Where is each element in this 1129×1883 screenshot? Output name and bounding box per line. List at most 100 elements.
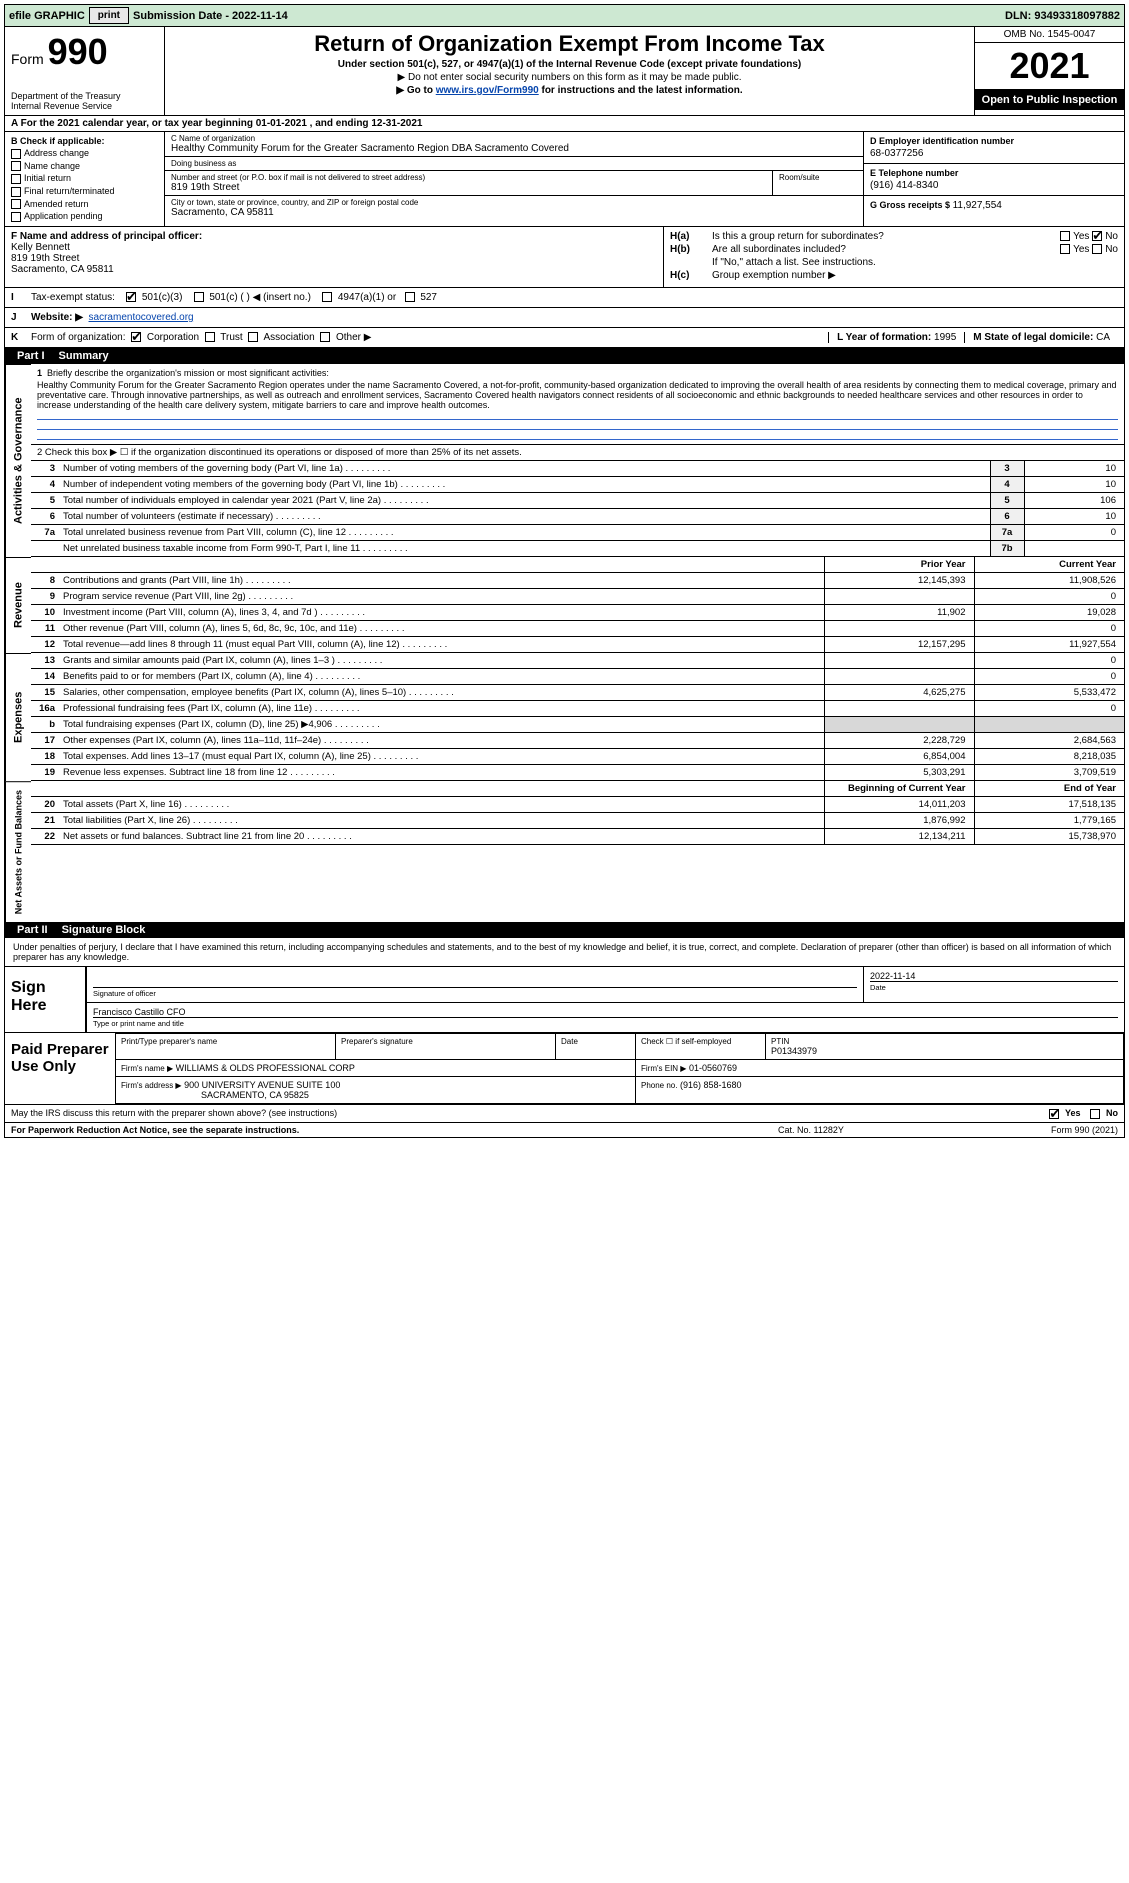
- g-gross-label: G Gross receipts $: [870, 200, 950, 210]
- submission-date-label: Submission Date - 2022-11-14: [133, 10, 288, 22]
- cb-4947[interactable]: [322, 292, 332, 302]
- cat-number: Cat. No. 11282Y: [778, 1125, 978, 1135]
- officer-addr2: Sacramento, CA 95811: [11, 264, 657, 275]
- irs-label: Internal Revenue Service: [11, 101, 158, 111]
- year-formation: 1995: [934, 332, 956, 343]
- d-ein-value: 68-0377256: [870, 148, 1118, 159]
- form-subtitle-2: ▶ Do not enter social security numbers o…: [173, 72, 966, 83]
- cb-address-change[interactable]: Address change: [11, 148, 158, 159]
- header-right: OMB No. 1545-0047 2021 Open to Public In…: [974, 27, 1124, 115]
- sig-date-value: 2022-11-14: [870, 971, 1118, 981]
- print-button[interactable]: print: [89, 7, 129, 24]
- blank-line: [37, 410, 1118, 420]
- city-label: City or town, state or province, country…: [171, 198, 857, 207]
- tax-year: 2021: [975, 43, 1124, 90]
- form-prefix: Form: [11, 51, 44, 67]
- expenses-table: 13Grants and similar amounts paid (Part …: [31, 653, 1124, 781]
- city-value: Sacramento, CA 95811: [171, 207, 857, 218]
- firm-name: WILLIAMS & OLDS PROFESSIONAL CORP: [176, 1063, 355, 1073]
- efile-topbar: efile GRAPHIC print Submission Date - 20…: [5, 5, 1124, 27]
- cb-501c3[interactable]: [126, 292, 136, 302]
- efile-label: efile GRAPHIC: [9, 10, 85, 22]
- part1-revenue-section: Revenue Prior YearCurrent Year8Contribut…: [5, 557, 1124, 653]
- dba-label: Doing business as: [171, 159, 857, 168]
- side-label-netassets: Net Assets or Fund Balances: [5, 781, 31, 922]
- cb-other[interactable]: [320, 332, 330, 342]
- governance-table: 3Number of voting members of the governi…: [31, 461, 1124, 557]
- col-c-org-info: C Name of organization Healthy Community…: [165, 132, 864, 226]
- side-label-revenue: Revenue: [5, 557, 31, 653]
- blank-line: [37, 420, 1118, 430]
- side-label-expenses: Expenses: [5, 653, 31, 781]
- room-label: Room/suite: [779, 173, 857, 182]
- cb-corporation[interactable]: [131, 332, 141, 342]
- e-phone-label: E Telephone number: [870, 168, 1118, 178]
- firm-phone: (916) 858-1680: [680, 1080, 742, 1090]
- k-label: K: [11, 332, 31, 343]
- block-f-h: F Name and address of principal officer:…: [5, 227, 1124, 288]
- firm-addr1: 900 UNIVERSITY AVENUE SUITE 100: [184, 1080, 340, 1090]
- cb-amended-return[interactable]: Amended return: [11, 199, 158, 210]
- discuss-no-cb[interactable]: [1090, 1109, 1100, 1119]
- d-ein-label: D Employer identification number: [870, 136, 1118, 146]
- row-i-tax-status: I Tax-exempt status: 501(c)(3) 501(c) ( …: [5, 288, 1124, 308]
- part2-header: Part II Signature Block: [5, 922, 1124, 938]
- ha-no-cb[interactable]: [1092, 231, 1102, 241]
- addr-label: Number and street (or P.O. box if mail i…: [171, 173, 766, 182]
- mission-block: 1 Briefly describe the organization's mi…: [31, 364, 1124, 445]
- col-f-officer: F Name and address of principal officer:…: [5, 227, 664, 287]
- block-b-through-g: B Check if applicable: Address change Na…: [5, 132, 1124, 227]
- revenue-table: Prior YearCurrent Year8Contributions and…: [31, 557, 1124, 653]
- ha-label: H(a): [670, 231, 712, 242]
- cb-application-pending[interactable]: Application pending: [11, 211, 158, 222]
- cb-initial-return[interactable]: Initial return: [11, 173, 158, 184]
- sig-date-label: Date: [870, 981, 1118, 992]
- hb-no-cb[interactable]: [1092, 244, 1102, 254]
- irs-link[interactable]: www.irs.gov/Form990: [436, 85, 539, 96]
- cb-527[interactable]: [405, 292, 415, 302]
- part1-expenses-section: Expenses 13Grants and similar amounts pa…: [5, 653, 1124, 781]
- sign-here-label: Sign Here: [5, 967, 85, 1032]
- hb-yes-cb[interactable]: [1060, 244, 1070, 254]
- firm-ein: 01-0560769: [689, 1063, 737, 1073]
- preparer-table: Print/Type preparer's name Preparer's si…: [115, 1033, 1124, 1104]
- ha-yes-cb[interactable]: [1060, 231, 1070, 241]
- cb-association[interactable]: [248, 332, 258, 342]
- discuss-with-preparer-row: May the IRS discuss this return with the…: [5, 1105, 1124, 1123]
- part1-governance-section: Activities & Governance 1 Briefly descri…: [5, 364, 1124, 557]
- firm-addr2: SACRAMENTO, CA 95825: [201, 1090, 309, 1100]
- open-to-public-badge: Open to Public Inspection: [975, 90, 1124, 110]
- form-990-page: efile GRAPHIC print Submission Date - 20…: [4, 4, 1125, 1138]
- sign-here-block: Sign Here Signature of officer 2022-11-1…: [5, 967, 1124, 1033]
- discuss-yes-cb[interactable]: [1049, 1109, 1059, 1119]
- cb-trust[interactable]: [205, 332, 215, 342]
- paid-preparer-block: Paid Preparer Use Only Print/Type prepar…: [5, 1033, 1124, 1105]
- form-title: Return of Organization Exempt From Incom…: [173, 31, 966, 57]
- c-name-value: Healthy Community Forum for the Greater …: [171, 143, 857, 154]
- e-phone-value: (916) 414-8340: [870, 180, 1118, 191]
- form-subtitle-1: Under section 501(c), 527, or 4947(a)(1)…: [173, 59, 966, 70]
- side-label-governance: Activities & Governance: [5, 364, 31, 557]
- row-j-website: J Website: ▶ sacramentocovered.org: [5, 308, 1124, 328]
- part1-header: Part I Summary: [5, 348, 1124, 364]
- row-k-form-of-org: K Form of organization: Corporation Trus…: [5, 328, 1124, 348]
- cb-final-return[interactable]: Final return/terminated: [11, 186, 158, 197]
- header-left: Form 990 Department of the Treasury Inte…: [5, 27, 165, 115]
- hc-text: Group exemption number ▶: [712, 270, 1118, 281]
- j-label: J: [11, 312, 31, 323]
- cb-name-change[interactable]: Name change: [11, 161, 158, 172]
- website-link[interactable]: sacramentocovered.org: [89, 312, 194, 323]
- q2-discontinued: 2 Check this box ▶ ☐ if the organization…: [31, 445, 1124, 461]
- hb-label: H(b): [670, 244, 712, 255]
- ha-text: Is this a group return for subordinates?: [712, 231, 1060, 242]
- cb-501c[interactable]: [194, 292, 204, 302]
- dln-label: DLN: 93493318097882: [1005, 10, 1120, 22]
- dept-treasury: Department of the Treasury: [11, 91, 158, 101]
- pra-notice: For Paperwork Reduction Act Notice, see …: [11, 1125, 778, 1135]
- b-header: B Check if applicable:: [11, 136, 158, 146]
- hc-label: H(c): [670, 270, 712, 281]
- g-gross-value: 11,927,554: [953, 200, 1002, 211]
- c-name-label: C Name of organization: [171, 134, 857, 143]
- col-b-checkboxes: B Check if applicable: Address change Na…: [5, 132, 165, 226]
- mission-text: Healthy Community Forum for the Greater …: [37, 380, 1118, 410]
